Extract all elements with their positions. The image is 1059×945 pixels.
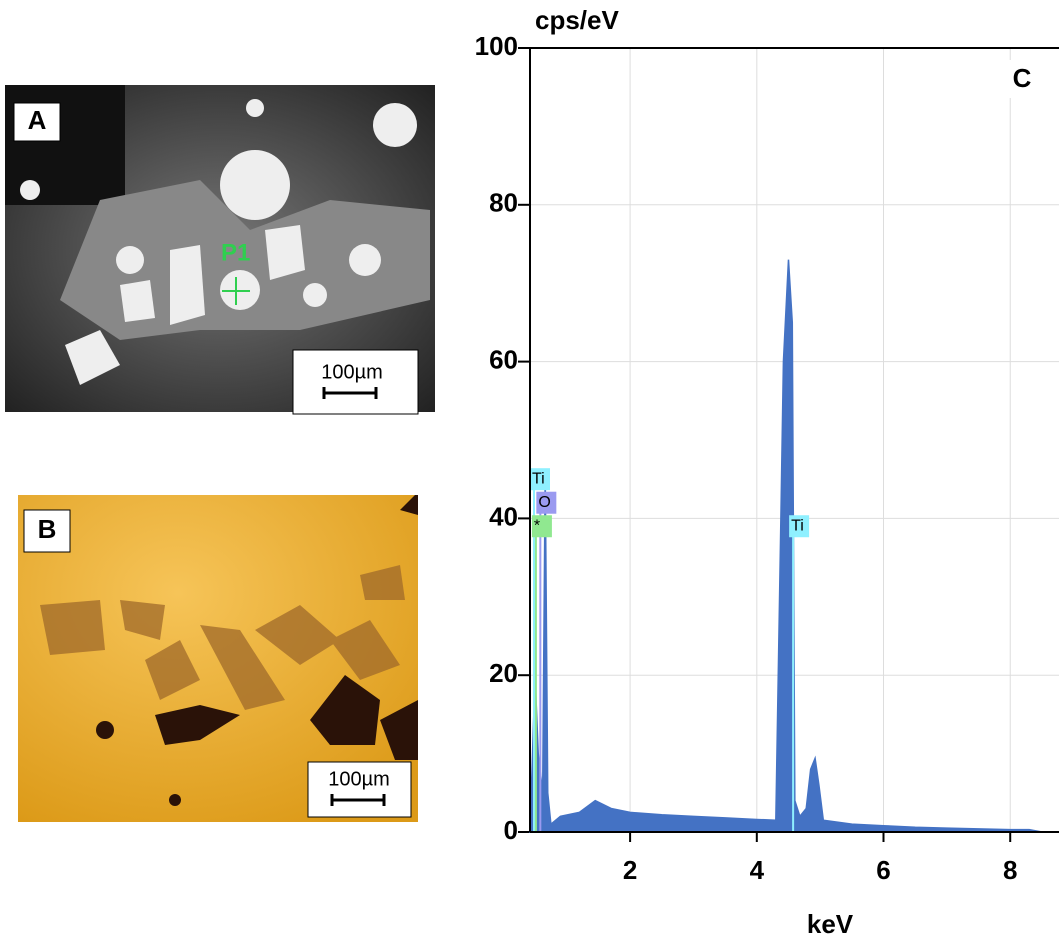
dark-spots (96, 495, 418, 806)
scale-text: 100µm (328, 768, 390, 790)
point-label: P1 (221, 239, 250, 266)
y-tick-label: 60 (489, 344, 518, 374)
spectrum-chart: cps/eV keV 0 20 40 60 80 100 2 4 6 8 Ti O * Ti C (475, 5, 1059, 939)
panel-label-box (23, 509, 71, 553)
annotation: O (538, 494, 550, 511)
spectrum (529, 259, 1043, 833)
y-tick-label: 40 (489, 501, 518, 531)
y-tick-label: 20 (489, 658, 518, 688)
scale-text: 100µm (321, 361, 383, 383)
panel-b: B 100µm (18, 495, 418, 822)
annotation: Ti (791, 517, 804, 534)
annotation-box (530, 468, 550, 491)
panel-a: A P1 100µm (5, 85, 435, 415)
grains (20, 99, 417, 385)
annotation-box (531, 515, 552, 538)
panel-label: B (38, 514, 57, 544)
scale-bar (330, 794, 386, 806)
panel-label-box (1000, 60, 1059, 98)
panel-label-box (13, 102, 61, 142)
annotation: * (534, 517, 540, 534)
scale-bar (322, 387, 378, 399)
panel-label: A (28, 105, 47, 135)
annotation-box (536, 491, 557, 514)
x-tick-label: 8 (1003, 855, 1017, 885)
grains (40, 565, 405, 710)
annotation: Ti (532, 470, 545, 487)
x-tick-label: 6 (876, 855, 890, 885)
y-tick-label: 0 (504, 815, 518, 845)
y-tick-label: 80 (489, 188, 518, 218)
y-axis-label: cps/eV (535, 5, 619, 35)
scale-box (292, 349, 419, 415)
x-tick-label: 4 (750, 855, 765, 885)
point-cross (222, 277, 250, 305)
scale-box (307, 761, 412, 818)
y-tick-label: 100 (475, 31, 518, 61)
annotation-box (789, 515, 810, 538)
panel-label: C (1013, 63, 1032, 93)
x-tick-label: 2 (623, 855, 637, 885)
x-axis-label: keV (807, 909, 854, 939)
